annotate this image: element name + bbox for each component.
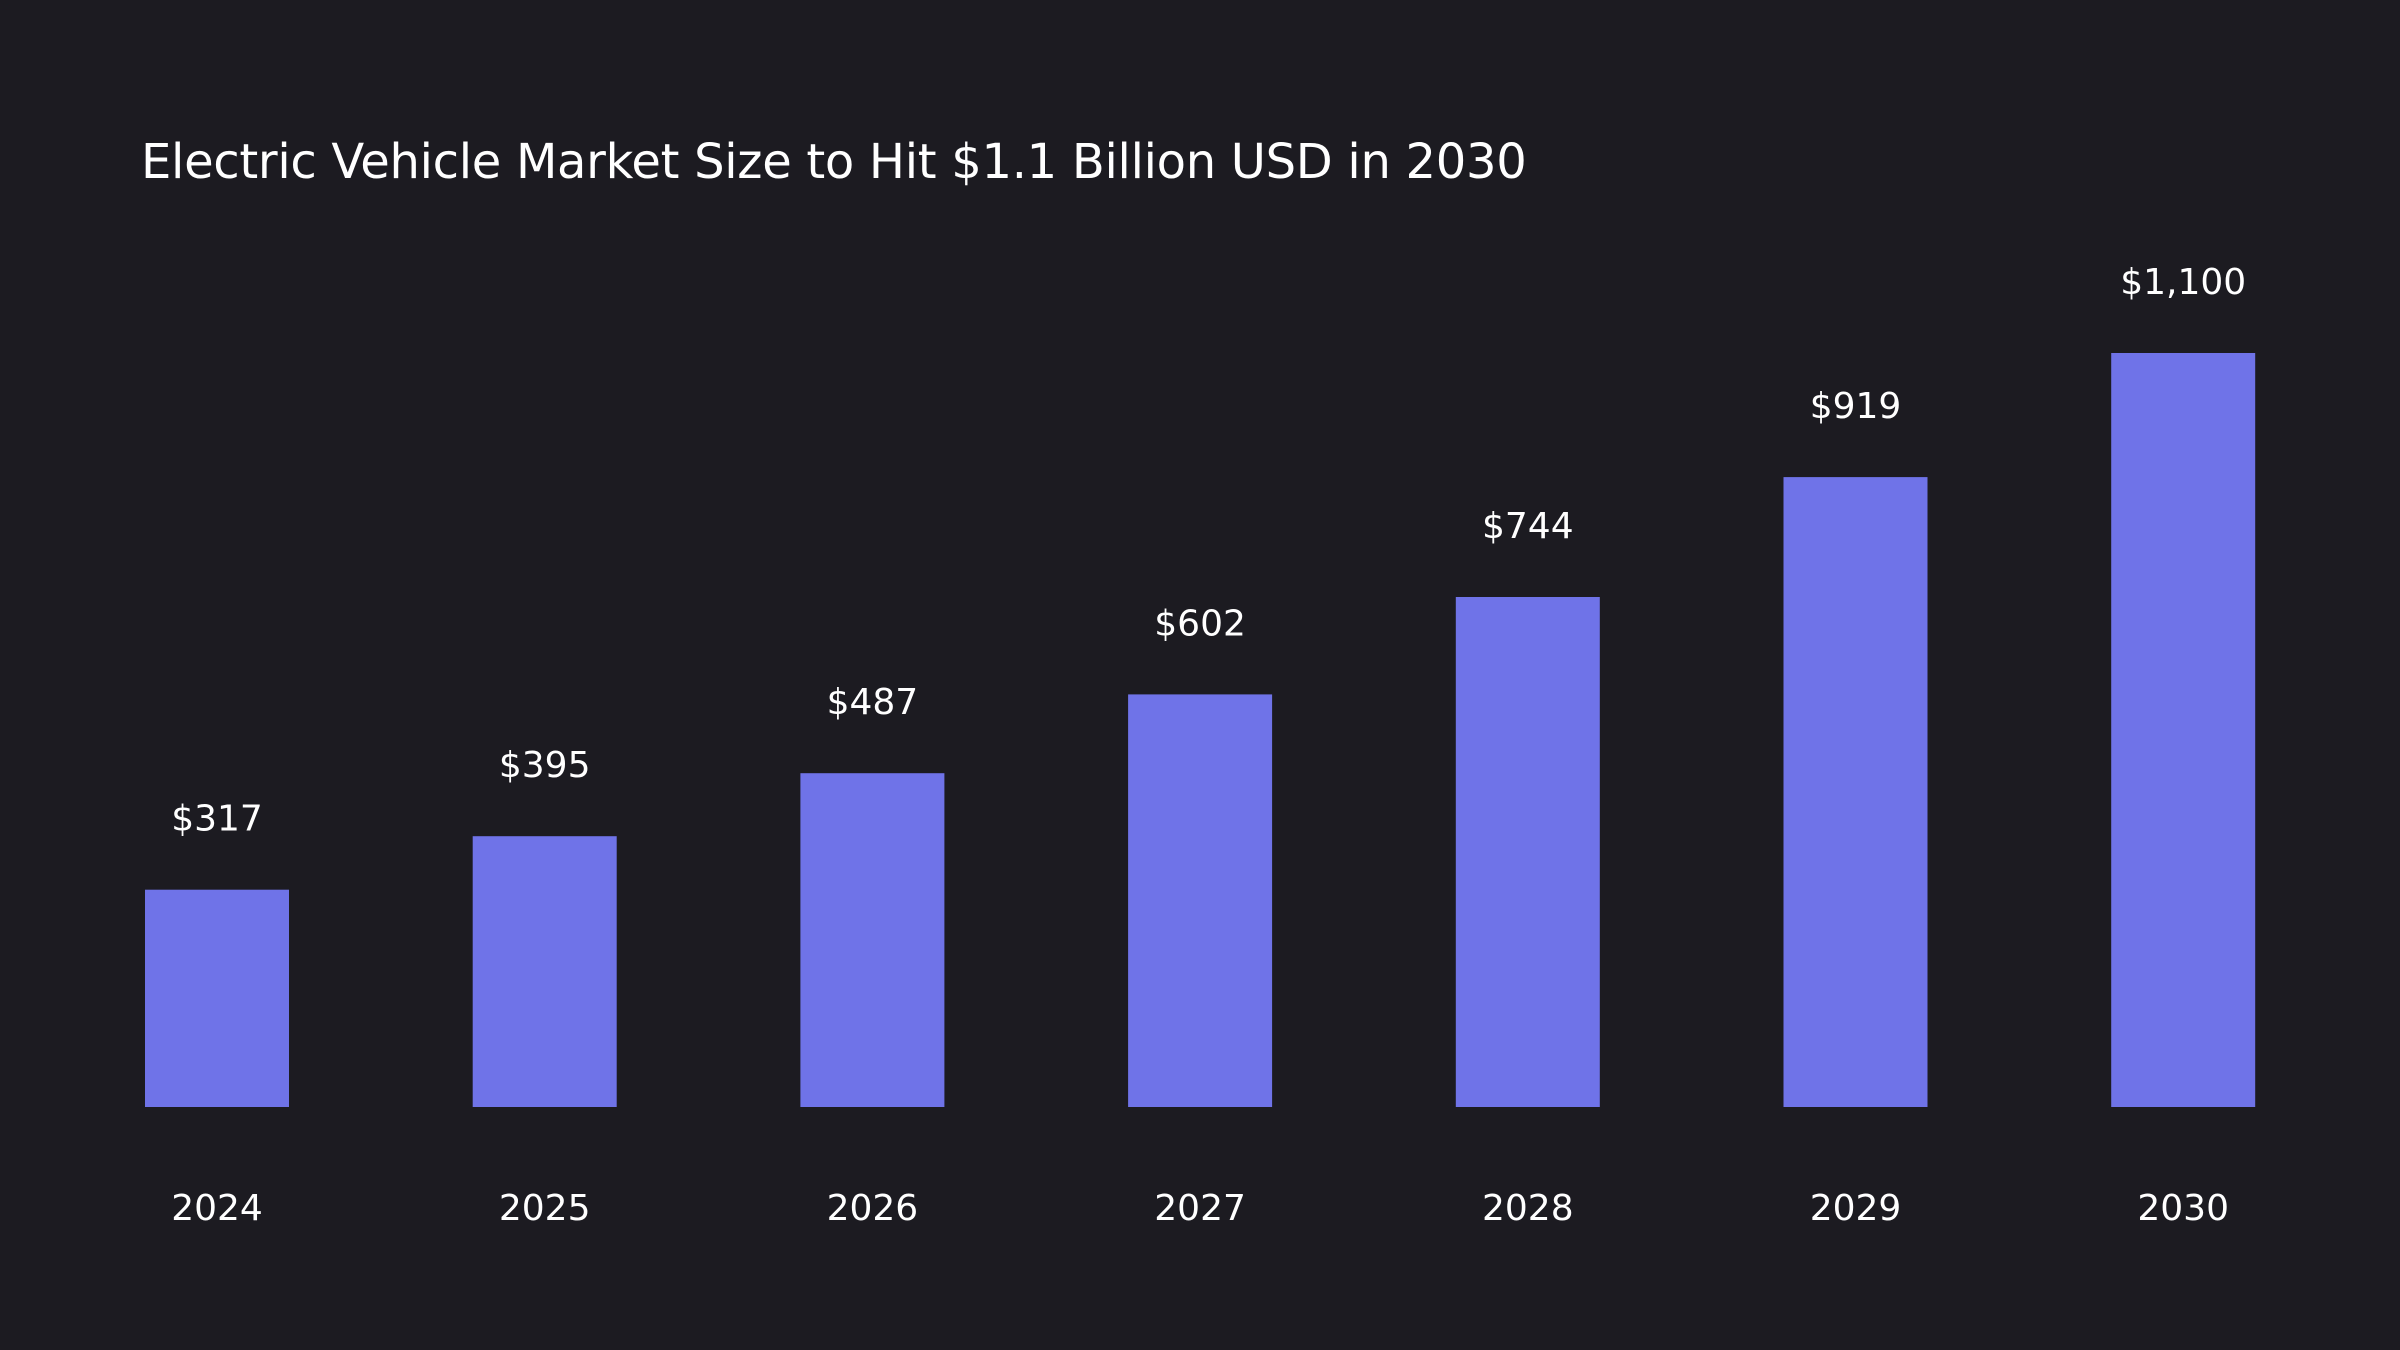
bar-2025 bbox=[472, 836, 617, 1107]
value-labels-layer: $317 $395 $487 $602 $744 $919 $1,100 bbox=[171, 262, 2246, 840]
category-labels-layer: 2024 2025 2026 2027 2028 2029 2030 bbox=[171, 1188, 2229, 1229]
bar-2027 bbox=[1128, 694, 1273, 1107]
value-label-2028: $744 bbox=[1482, 506, 1574, 547]
category-label-2025: 2025 bbox=[499, 1188, 591, 1229]
bars-layer bbox=[145, 353, 2256, 1108]
category-label-2029: 2029 bbox=[1810, 1188, 1902, 1229]
category-label-2028: 2028 bbox=[1482, 1188, 1574, 1229]
category-label-2027: 2027 bbox=[1154, 1188, 1246, 1229]
value-label-2029: $919 bbox=[1810, 386, 1902, 427]
bar-2029 bbox=[1783, 477, 1928, 1108]
bar-2024 bbox=[145, 889, 289, 1107]
value-label-2027: $602 bbox=[1154, 603, 1246, 644]
value-label-2024: $317 bbox=[171, 799, 263, 840]
value-label-2030: $1,100 bbox=[2120, 262, 2246, 303]
bar-2028 bbox=[1455, 597, 1600, 1107]
bar-2030 bbox=[2111, 353, 2256, 1107]
value-label-2026: $487 bbox=[827, 682, 919, 723]
value-label-2025: $395 bbox=[499, 745, 591, 786]
chart-title: Electric Vehicle Market Size to Hit $1.1… bbox=[141, 134, 1527, 190]
bar-2026 bbox=[800, 773, 945, 1107]
category-label-2024: 2024 bbox=[171, 1188, 263, 1229]
category-label-2030: 2030 bbox=[2137, 1188, 2229, 1229]
category-label-2026: 2026 bbox=[827, 1188, 919, 1229]
